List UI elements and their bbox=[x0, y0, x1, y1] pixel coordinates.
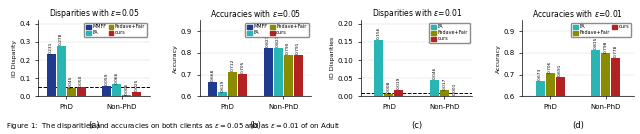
Text: 0.668: 0.668 bbox=[211, 68, 214, 81]
Bar bbox=[536, 81, 545, 134]
Text: 0.821: 0.821 bbox=[266, 35, 270, 47]
Title: Accuracies with $\varepsilon$=0.01: Accuracies with $\varepsilon$=0.01 bbox=[532, 8, 623, 19]
Text: 0.045: 0.045 bbox=[69, 75, 73, 88]
Bar bbox=[112, 84, 122, 96]
Bar bbox=[284, 55, 292, 134]
Bar bbox=[384, 94, 394, 96]
Text: 0.815: 0.815 bbox=[594, 36, 598, 49]
Legend: FA, Fedave+Fair, ours: FA, Fedave+Fair, ours bbox=[571, 23, 631, 37]
Bar bbox=[47, 55, 56, 96]
Bar bbox=[394, 90, 403, 96]
Bar bbox=[218, 92, 227, 134]
Y-axis label: ID Disparity: ID Disparity bbox=[12, 40, 17, 77]
Text: 0.821: 0.821 bbox=[276, 35, 280, 47]
Title: Disparities with $\varepsilon$=0.01: Disparities with $\varepsilon$=0.01 bbox=[372, 7, 462, 20]
Bar bbox=[430, 80, 439, 96]
Bar bbox=[294, 55, 303, 134]
Text: 0.798: 0.798 bbox=[604, 40, 608, 53]
Text: 0.025: 0.025 bbox=[135, 79, 139, 91]
Text: 0.790: 0.790 bbox=[286, 42, 290, 54]
Text: 0.059: 0.059 bbox=[105, 72, 109, 85]
Bar bbox=[601, 53, 611, 134]
Bar bbox=[77, 87, 86, 96]
Text: 0.017: 0.017 bbox=[442, 77, 447, 90]
Title: Accuracies with $\varepsilon$=0.05: Accuracies with $\varepsilon$=0.05 bbox=[210, 8, 301, 19]
Bar bbox=[374, 40, 383, 96]
Bar bbox=[228, 72, 237, 134]
Bar bbox=[545, 73, 555, 134]
Bar bbox=[67, 88, 76, 96]
Text: 0.791: 0.791 bbox=[296, 42, 300, 54]
Text: 0.006: 0.006 bbox=[125, 82, 129, 95]
Text: 0.156: 0.156 bbox=[377, 27, 381, 39]
Bar bbox=[556, 77, 564, 134]
Text: 0.619: 0.619 bbox=[221, 79, 225, 92]
Text: 0.008: 0.008 bbox=[387, 80, 391, 93]
Bar bbox=[56, 46, 66, 96]
Bar bbox=[591, 50, 600, 134]
Bar bbox=[208, 82, 217, 134]
Text: (d): (d) bbox=[572, 121, 584, 130]
Text: 0.712: 0.712 bbox=[230, 59, 234, 71]
Text: 0.001: 0.001 bbox=[452, 83, 456, 95]
Title: Disparities with $\varepsilon$=0.05: Disparities with $\varepsilon$=0.05 bbox=[49, 7, 140, 20]
Y-axis label: Accuracy: Accuracy bbox=[496, 44, 500, 73]
Bar bbox=[238, 74, 247, 134]
Legend: FA, Fedave+Fair, ours: FA, Fedave+Fair, ours bbox=[429, 23, 470, 43]
Text: 0.019: 0.019 bbox=[397, 76, 401, 89]
Text: (b): (b) bbox=[250, 121, 261, 130]
Bar bbox=[264, 48, 273, 134]
Y-axis label: ID Disparities: ID Disparities bbox=[330, 37, 335, 79]
Text: 0.050: 0.050 bbox=[79, 74, 83, 87]
Text: 0.231: 0.231 bbox=[49, 41, 53, 54]
Y-axis label: Accuracy: Accuracy bbox=[173, 44, 178, 73]
Text: 0.066: 0.066 bbox=[115, 71, 119, 84]
Text: (c): (c) bbox=[411, 121, 422, 130]
Legend: MMFF, FA, Fedave+Fair, ours: MMFF, FA, Fedave+Fair, ours bbox=[84, 23, 147, 37]
Bar bbox=[440, 90, 449, 96]
Text: Figure 1:  The disparities and accuracies on both clients as $\epsilon = 0.05$ a: Figure 1: The disparities and accuracies… bbox=[6, 121, 341, 131]
Bar bbox=[132, 92, 141, 96]
Bar bbox=[122, 95, 131, 96]
Text: 0.705: 0.705 bbox=[241, 60, 244, 73]
Text: 0.673: 0.673 bbox=[538, 67, 542, 80]
Bar bbox=[273, 48, 283, 134]
Text: 0.278: 0.278 bbox=[60, 33, 63, 45]
Legend: MMFF, FA, Fedave+Fair, ours: MMFF, FA, Fedave+Fair, ours bbox=[245, 23, 308, 37]
Bar bbox=[102, 86, 111, 96]
Bar bbox=[611, 58, 620, 134]
Text: 0.046: 0.046 bbox=[433, 67, 436, 79]
Text: 0.778: 0.778 bbox=[614, 44, 618, 57]
Text: (a): (a) bbox=[88, 121, 100, 130]
Text: 0.706: 0.706 bbox=[548, 60, 552, 73]
Text: 0.691: 0.691 bbox=[558, 64, 562, 76]
